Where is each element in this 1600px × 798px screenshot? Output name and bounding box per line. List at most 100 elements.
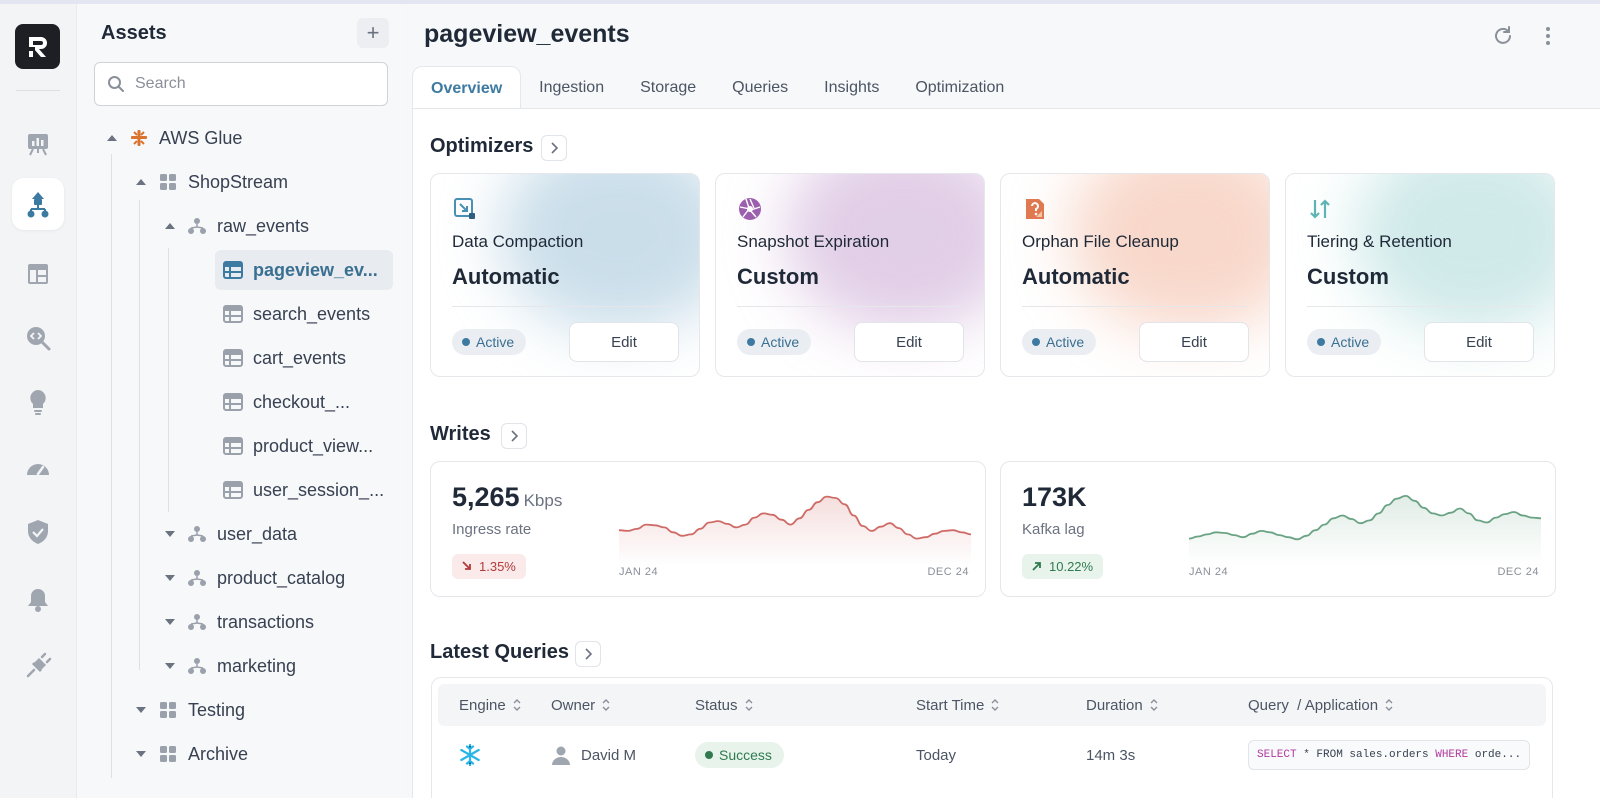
caret-down-icon[interactable] (163, 663, 177, 669)
search-input[interactable] (135, 75, 375, 93)
sort-icon[interactable] (1150, 699, 1158, 711)
edit-button[interactable]: Edit (569, 322, 679, 362)
rail-performance[interactable] (12, 442, 64, 494)
column-header-owner[interactable]: Owner (551, 684, 610, 726)
tree-item-aws-glue[interactable]: AWS Glue (105, 118, 242, 158)
caret-up-icon[interactable] (105, 135, 119, 141)
tree-item-label: transactions (217, 611, 315, 632)
sort-icon[interactable] (991, 699, 999, 711)
column-header-status[interactable]: Status (695, 684, 753, 726)
metric-value: 5,265 Kbps (452, 482, 562, 513)
tab-storage[interactable]: Storage (640, 79, 697, 96)
status-dot (462, 338, 470, 346)
tree-item-label: pageview_ev... (253, 259, 378, 280)
latest-queries-expand-button[interactable] (575, 641, 601, 667)
aperture-icon (739, 198, 761, 220)
tree-item-testing[interactable]: Testing (134, 690, 245, 730)
edit-button[interactable]: Edit (1424, 322, 1534, 362)
tab-insights[interactable]: Insights (824, 79, 880, 96)
compaction-icon (454, 198, 475, 219)
page-title: pageview_events (424, 20, 630, 48)
tree-item-product-catalog[interactable]: product_catalog (163, 558, 345, 598)
edit-button[interactable]: Edit (854, 322, 964, 362)
optimizer-name: Data Compaction (452, 232, 584, 251)
database-icon (158, 744, 178, 764)
table-icon (223, 480, 243, 500)
sql-keyword: SELECT (1257, 749, 1297, 761)
column-header-duration[interactable]: Duration (1086, 684, 1158, 726)
edit-button[interactable]: Edit (1139, 322, 1249, 362)
tree-item-search-events[interactable]: search_events (223, 294, 370, 334)
writes-expand-button[interactable] (501, 423, 527, 449)
rail-notifications[interactable] (12, 574, 64, 626)
more-vertical-icon (1546, 27, 1550, 45)
tree-item-transactions[interactable]: transactions (163, 602, 314, 642)
caret-down-icon[interactable] (134, 751, 148, 757)
query-snippet[interactable]: SELECT * FROM sales.orders WHERE orde... (1248, 740, 1531, 770)
owner-cell: David M (551, 734, 636, 776)
card-gradient (499, 174, 699, 334)
rail-integrations[interactable] (12, 640, 64, 692)
caret-down-icon[interactable] (134, 707, 148, 713)
arrow-down-right-icon (462, 559, 472, 574)
user-avatar-icon (552, 746, 570, 765)
status-badge: Active (1307, 329, 1382, 355)
caret-down-icon[interactable] (163, 619, 177, 625)
optimizer-card-tiering-retention: Tiering & Retention Custom Active Edit (1285, 173, 1555, 377)
tab-overview[interactable]: Overview (412, 66, 522, 110)
tree-item-checkout[interactable]: checkout_... (223, 382, 350, 422)
rail-security[interactable] (12, 506, 64, 558)
tree-item-archive[interactable]: Archive (134, 734, 248, 774)
optimizers-expand-button[interactable] (541, 135, 567, 161)
tree-item-pageview-events[interactable]: pageview_ev... (215, 250, 393, 290)
sort-icon[interactable] (602, 699, 610, 711)
sort-icon[interactable] (513, 699, 521, 711)
more-options-button[interactable] (1536, 24, 1560, 48)
caret-up-icon[interactable] (163, 223, 177, 229)
caret-down-icon[interactable] (163, 531, 177, 537)
sql-text: orde... (1468, 749, 1522, 761)
status-dot (705, 751, 713, 759)
tab-queries[interactable]: Queries (732, 79, 789, 96)
tree-item-marketing[interactable]: marketing (163, 646, 296, 686)
app-logo[interactable] (15, 24, 60, 69)
tab-ingestion[interactable]: Ingestion (539, 79, 605, 96)
schema-icon (187, 612, 207, 632)
caret-down-icon[interactable] (163, 575, 177, 581)
column-header-start-time[interactable]: Start Time (916, 684, 999, 726)
tree-item-user-session[interactable]: user_session_... (223, 470, 384, 510)
tree-item-cart-events[interactable]: cart_events (223, 338, 346, 378)
sort-icon[interactable] (1385, 699, 1393, 711)
sort-icon[interactable] (745, 699, 753, 711)
logo-icon (26, 36, 47, 57)
optimizer-card-snapshot-expiration: Snapshot Expiration Custom Active Edit (715, 173, 985, 377)
tree-item-user-data[interactable]: user_data (163, 514, 297, 554)
card-divider (1307, 306, 1533, 307)
add-asset-button[interactable]: + (357, 18, 389, 48)
writes-title: Writes (430, 423, 491, 445)
caret-up-icon[interactable] (134, 179, 148, 185)
rail-dashboard[interactable] (12, 118, 64, 170)
tree-guide-line (168, 248, 169, 512)
snowflake-icon (460, 743, 480, 767)
card-gradient (1354, 174, 1554, 334)
tree-item-label: user_data (217, 523, 298, 544)
tree-item-shopstream[interactable]: ShopStream (134, 162, 288, 202)
rail-query-search[interactable] (12, 312, 64, 364)
column-header-query[interactable]: Query / Application (1248, 684, 1393, 726)
tree-item-label: product_catalog (217, 567, 346, 588)
schema-icon (187, 568, 207, 588)
tree-item-product-view[interactable]: product_view... (223, 426, 373, 466)
refresh-button[interactable] (1491, 24, 1515, 48)
tree-item-label: Testing (188, 699, 246, 720)
change-badge: 1.35% (452, 554, 526, 579)
query-cell[interactable]: SELECT * FROM sales.orders WHERE orde... (1248, 734, 1531, 776)
rail-assets[interactable] (12, 178, 64, 230)
rail-tables[interactable] (12, 248, 64, 300)
tree-guide-line (139, 200, 140, 670)
rail-insights[interactable] (12, 376, 64, 428)
column-header-engine[interactable]: Engine (459, 684, 521, 726)
tree-item-raw-events[interactable]: raw_events (163, 206, 309, 246)
change-value: 1.35% (479, 559, 516, 574)
tab-optimization[interactable]: Optimization (915, 79, 1005, 96)
